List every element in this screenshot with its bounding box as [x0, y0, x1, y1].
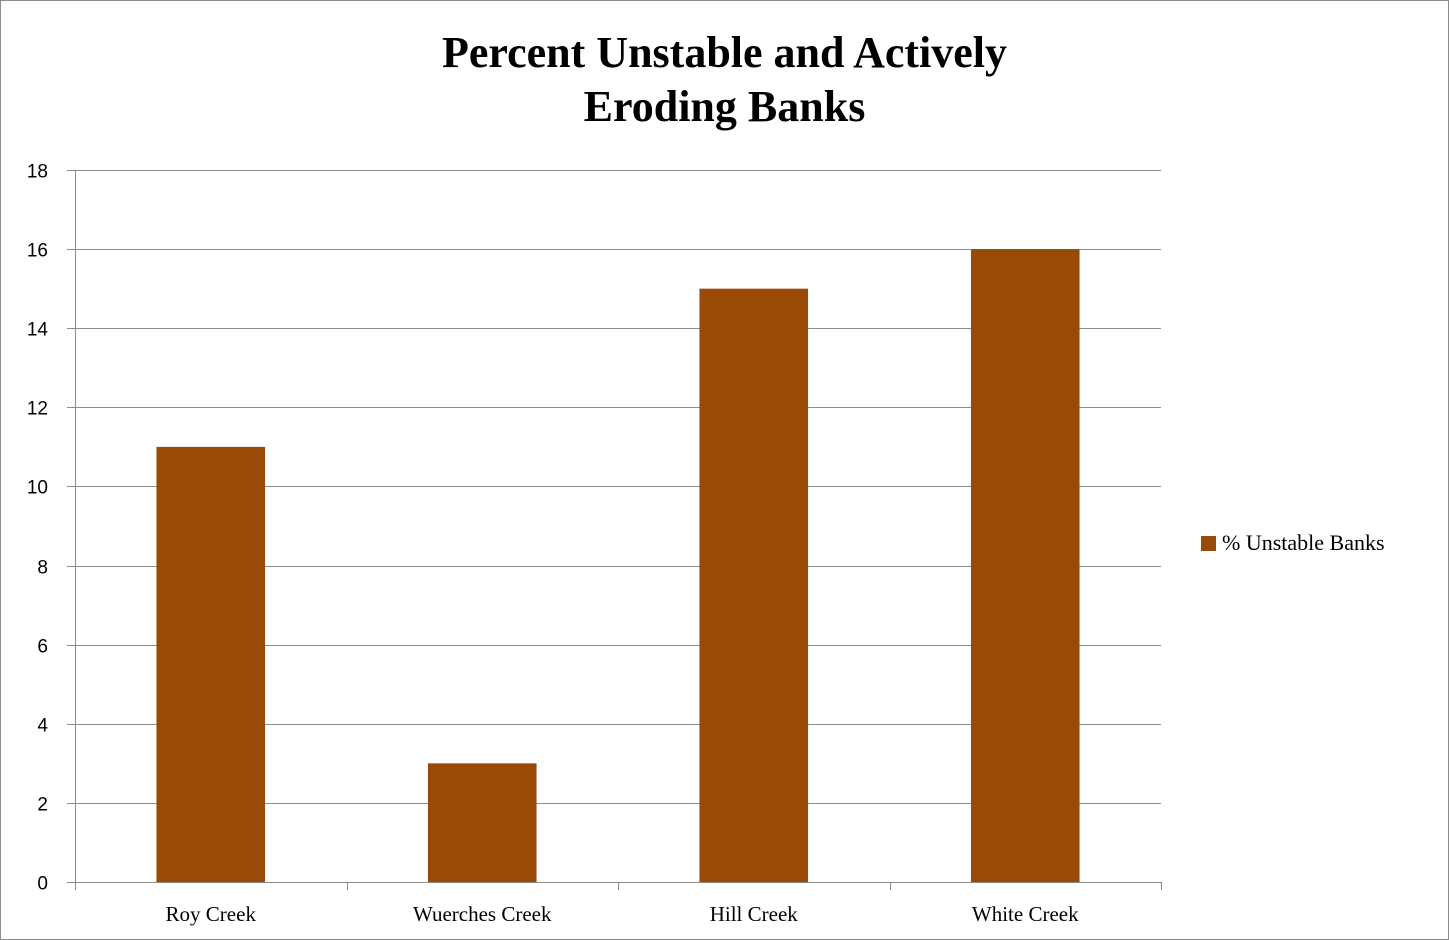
bar — [156, 446, 266, 882]
y-tick-label: 0 — [37, 874, 48, 895]
bar — [970, 249, 1080, 883]
y-tick-label: 14 — [27, 320, 49, 341]
y-tick-label: 10 — [27, 478, 48, 499]
legend-swatch — [1201, 535, 1216, 551]
legend: % Unstable Banks — [1201, 530, 1385, 556]
y-tick-label: 18 — [27, 162, 48, 183]
chart-title-line-2: Eroding Banks — [583, 82, 866, 131]
y-tick-label: 12 — [27, 399, 48, 420]
legend-label: % Unstable Banks — [1222, 530, 1385, 555]
x-tick-label: White Creek — [972, 902, 1079, 926]
x-tick-label: Wuerches Creek — [413, 902, 552, 926]
chart-title-line-1: Percent Unstable and Actively — [441, 28, 1008, 77]
y-tick-label: 8 — [37, 558, 48, 579]
y-tick-label: 6 — [37, 637, 48, 658]
x-tick-label: Hill Creek — [710, 902, 799, 926]
y-tick-label: 16 — [27, 241, 48, 262]
x-tick-label: Roy Creek — [166, 902, 257, 926]
bar — [427, 763, 537, 882]
y-tick-label: 4 — [37, 716, 48, 737]
y-tick-label: 2 — [37, 795, 48, 816]
chart-title: Percent Unstable and Actively Eroding Ba… — [0, 26, 1449, 134]
bar — [699, 288, 809, 883]
